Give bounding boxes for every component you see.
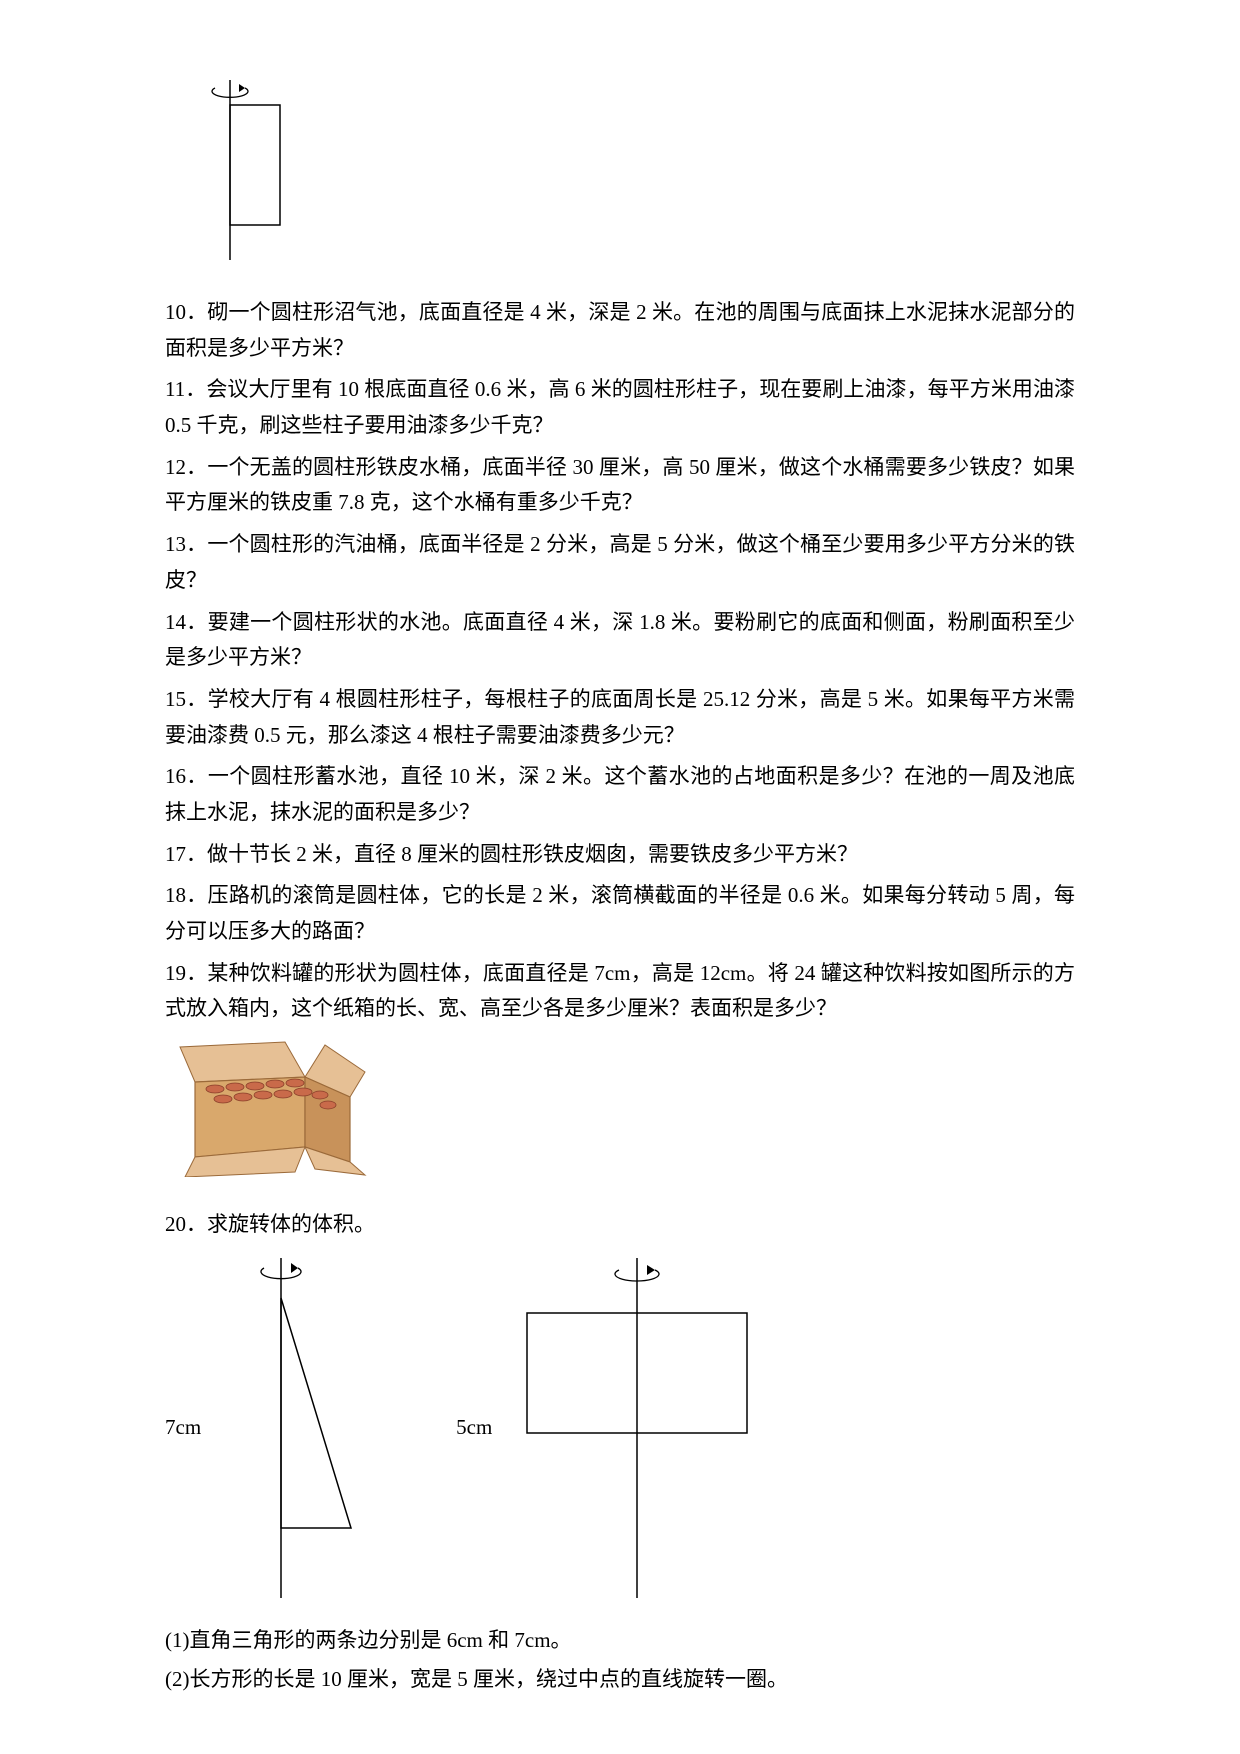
rect-axis-icon [175,80,285,260]
rect-center-axis-icon [507,1258,767,1598]
fig2-item: 5cm [456,1258,767,1598]
q18: 18．压路机的滚筒是圆柱体，它的长是 2 米，滚筒横截面的半径是 0.6 米。如… [165,878,1075,949]
page: 10．砌一个圆柱形沼气池，底面直径是 4 米，深是 2 米。在池的周围与底面抹上… [0,0,1240,1754]
note-1: (1)直角三角形的两条边分别是 6cm 和 7cm。 [165,1623,1075,1659]
figures-row: 7cm 5cm [165,1258,1075,1598]
triangle-axis-icon [216,1258,356,1598]
q20-title: 20．求旋转体的体积。 [165,1207,1075,1243]
q13: 13．一个圆柱形的汽油桶，底面半径是 2 分米，高是 5 分米，做这个桶至少要用… [165,527,1075,598]
q15: 15．学校大厅有 4 根圆柱形柱子，每根柱子的底面周长是 25.12 分米，高是… [165,682,1075,753]
q10: 10．砌一个圆柱形沼气池，底面直径是 4 米，深是 2 米。在池的周围与底面抹上… [165,295,1075,366]
q14: 14．要建一个圆柱形状的水池。底面直径 4 米，深 1.8 米。要粉刷它的底面和… [165,605,1075,676]
q11: 11．会议大厅里有 10 根底面直径 0.6 米，高 6 米的圆柱形柱子，现在要… [165,372,1075,443]
box-figure [165,1037,1075,1182]
fig2-label: 5cm [456,1415,492,1440]
questions-block: 10．砌一个圆柱形沼气池，底面直径是 4 米，深是 2 米。在池的周围与底面抹上… [165,295,1075,1027]
note-2: (2)长方形的长是 10 厘米，宽是 5 厘米，绕过中点的直线旋转一圈。 [165,1662,1075,1698]
bottom-notes: (1)直角三角形的两条边分别是 6cm 和 7cm。 (2)长方形的长是 10 … [165,1623,1075,1698]
top-figure [175,80,1075,265]
q17: 17．做十节长 2 米，直径 8 厘米的圆柱形铁皮烟囱，需要铁皮多少平方米？ [165,837,1075,873]
box-cans-icon [165,1037,375,1177]
q16: 16．一个圆柱形蓄水池，直径 10 米，深 2 米。这个蓄水池的占地面积是多少？… [165,759,1075,830]
fig1-item: 7cm [165,1258,356,1598]
q12: 12．一个无盖的圆柱形铁皮水桶，底面半径 30 厘米，高 50 厘米，做这个水桶… [165,450,1075,521]
q19: 19．某种饮料罐的形状为圆柱体，底面直径是 7cm，高是 12cm。将 24 罐… [165,956,1075,1027]
fig1-label: 7cm [165,1415,201,1440]
